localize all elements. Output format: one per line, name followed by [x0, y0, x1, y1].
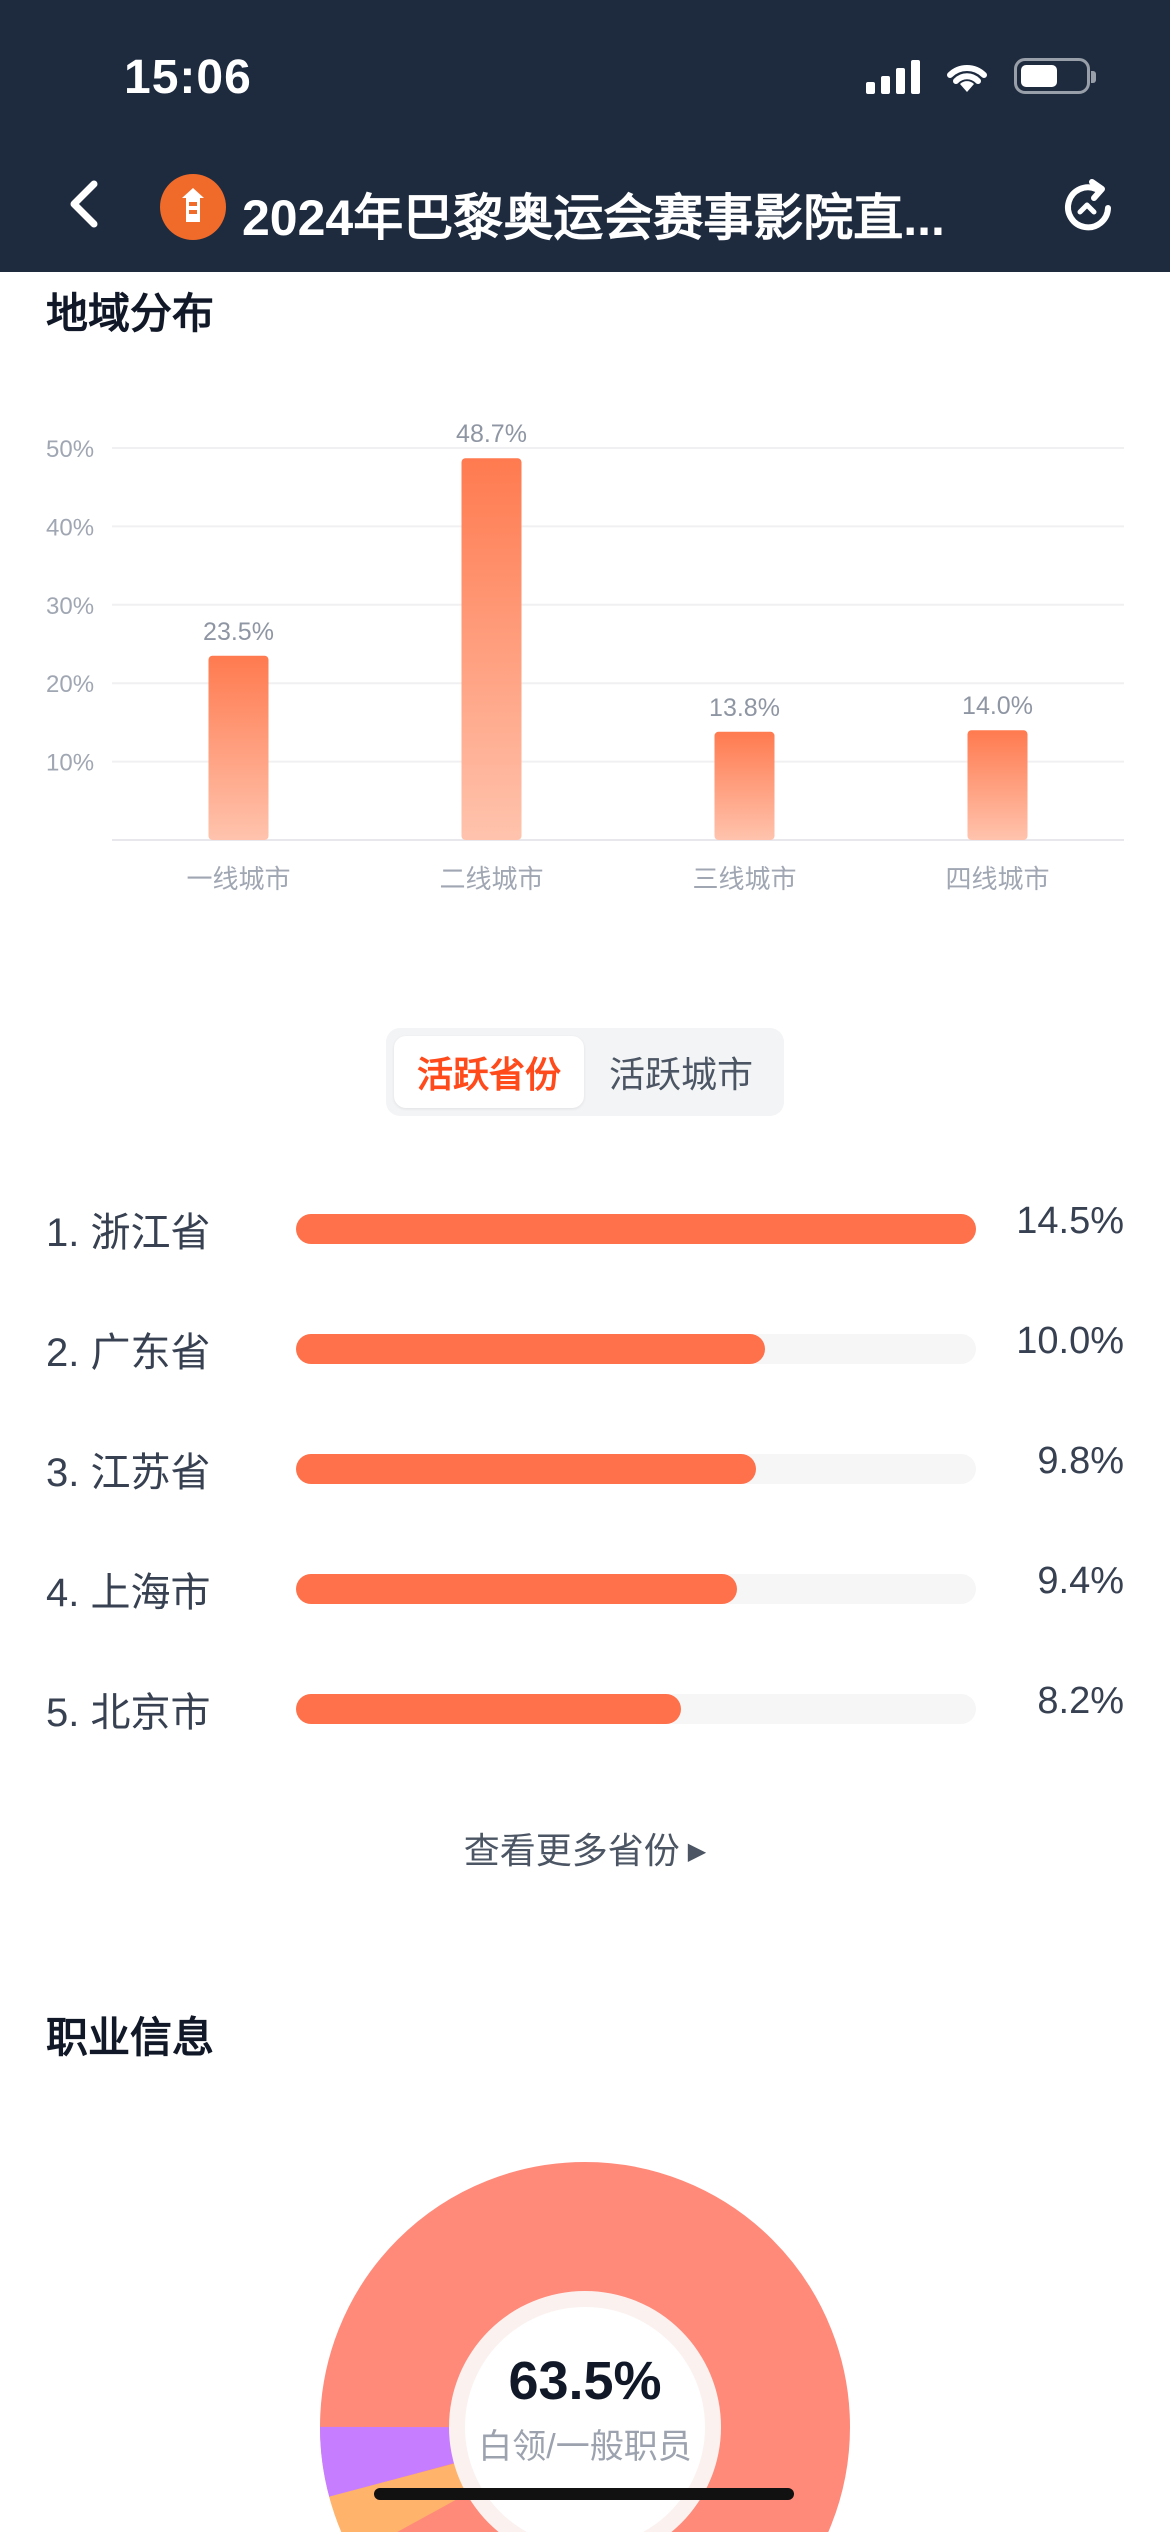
x-tick-label: 一线城市 — [186, 865, 290, 895]
bar — [208, 655, 269, 840]
home-indicator[interactable] — [374, 2488, 794, 2500]
province-bar-fill — [296, 1334, 766, 1364]
donut-center-label: 白领/一般职员 — [478, 2428, 692, 2466]
donut-center-value: 63.5% — [508, 2351, 662, 2411]
province-bar-track — [296, 1574, 976, 1604]
bar — [714, 731, 775, 840]
region-bar-chart: 10% 20% 30% 40% 50% 23.5% 一线城市 48.7% 二线城市 13.8% 三线… — [46, 420, 1124, 895]
province-bar-fill — [296, 1574, 737, 1604]
province-bar-track — [296, 1334, 976, 1364]
province-value: 9.8% — [1037, 1440, 1124, 1482]
wifi-icon — [947, 64, 987, 92]
y-tick-label: 30% — [46, 593, 94, 620]
province-label: 3. 江苏省 — [46, 1451, 211, 1495]
province-row: 2. 广东省 10.0% — [0, 1312, 1170, 1375]
x-tick-label: 二线城市 — [439, 865, 543, 895]
battery-icon — [1014, 58, 1096, 94]
province-bar-track — [296, 1214, 976, 1244]
bar-value-label: 48.7% — [456, 420, 527, 448]
province-bar-track — [296, 1454, 976, 1484]
province-value: 9.4% — [1037, 1560, 1124, 1602]
x-tick-label: 三线城市 — [692, 865, 796, 895]
donut-hole — [465, 2307, 705, 2532]
y-tick-label: 20% — [46, 671, 94, 698]
province-bar-fill — [296, 1454, 756, 1484]
province-label: 2. 广东省 — [46, 1331, 211, 1375]
signal-icon — [866, 58, 920, 94]
province-row: 1. 浙江省 14.5% — [0, 1192, 1170, 1255]
province-label: 5. 北京市 — [46, 1691, 211, 1735]
province-city-tabs: 活跃省份 活跃城市 — [386, 1028, 784, 1116]
x-tick-label: 四线城市 — [945, 865, 1049, 895]
header: 15:06 2024年巴黎奥运会赛事影院直... — [0, 0, 1170, 272]
view-more-provinces-link[interactable]: 查看更多省份 ▶ — [0, 1822, 1170, 1874]
province-value: 8.2% — [1037, 1680, 1124, 1722]
province-row: 3. 江苏省 9.8% — [0, 1432, 1170, 1495]
play-arrow-icon: ▶ — [687, 1838, 707, 1865]
y-tick-label: 50% — [46, 436, 94, 463]
province-label: 1. 浙江省 — [46, 1211, 211, 1255]
donut-segment-orange — [329, 2461, 468, 2532]
tab-active-provinces[interactable]: 活跃省份 — [394, 1036, 584, 1108]
province-bar-fill — [296, 1694, 681, 1724]
province-row: 4. 上海市 9.4% — [0, 1552, 1170, 1615]
status-time: 15:06 — [124, 51, 252, 104]
donut-segment-purple — [320, 2425, 456, 2498]
y-tick-label: 40% — [46, 514, 94, 541]
bar — [967, 730, 1028, 840]
occupation-donut-chart — [320, 2162, 850, 2532]
bar-value-label: 13.8% — [709, 694, 780, 722]
province-row: 5. 北京市 8.2% — [0, 1672, 1170, 1735]
bar — [461, 458, 522, 840]
page-title: 2024年巴黎奥运会赛事影院直... — [242, 190, 945, 246]
view-more-label: 查看更多省份 — [463, 1830, 680, 1871]
province-bar-track — [296, 1694, 976, 1724]
status-icons — [866, 58, 1096, 94]
occupation-section-title: 职业信息 — [46, 2014, 215, 2061]
bar-value-label: 14.0% — [962, 692, 1033, 720]
region-section-title: 地域分布 — [46, 290, 215, 337]
app-logo-icon — [160, 174, 226, 240]
province-value: 10.0% — [1016, 1320, 1124, 1362]
refresh-icon[interactable] — [1056, 176, 1120, 240]
bar-value-label: 23.5% — [203, 618, 274, 646]
back-icon[interactable] — [58, 172, 114, 236]
province-value: 14.5% — [1016, 1200, 1124, 1242]
province-bar-fill — [296, 1214, 976, 1244]
province-label: 4. 上海市 — [46, 1571, 211, 1615]
y-tick-label: 10% — [46, 750, 94, 777]
tab-active-cities[interactable]: 活跃城市 — [608, 1054, 753, 1095]
